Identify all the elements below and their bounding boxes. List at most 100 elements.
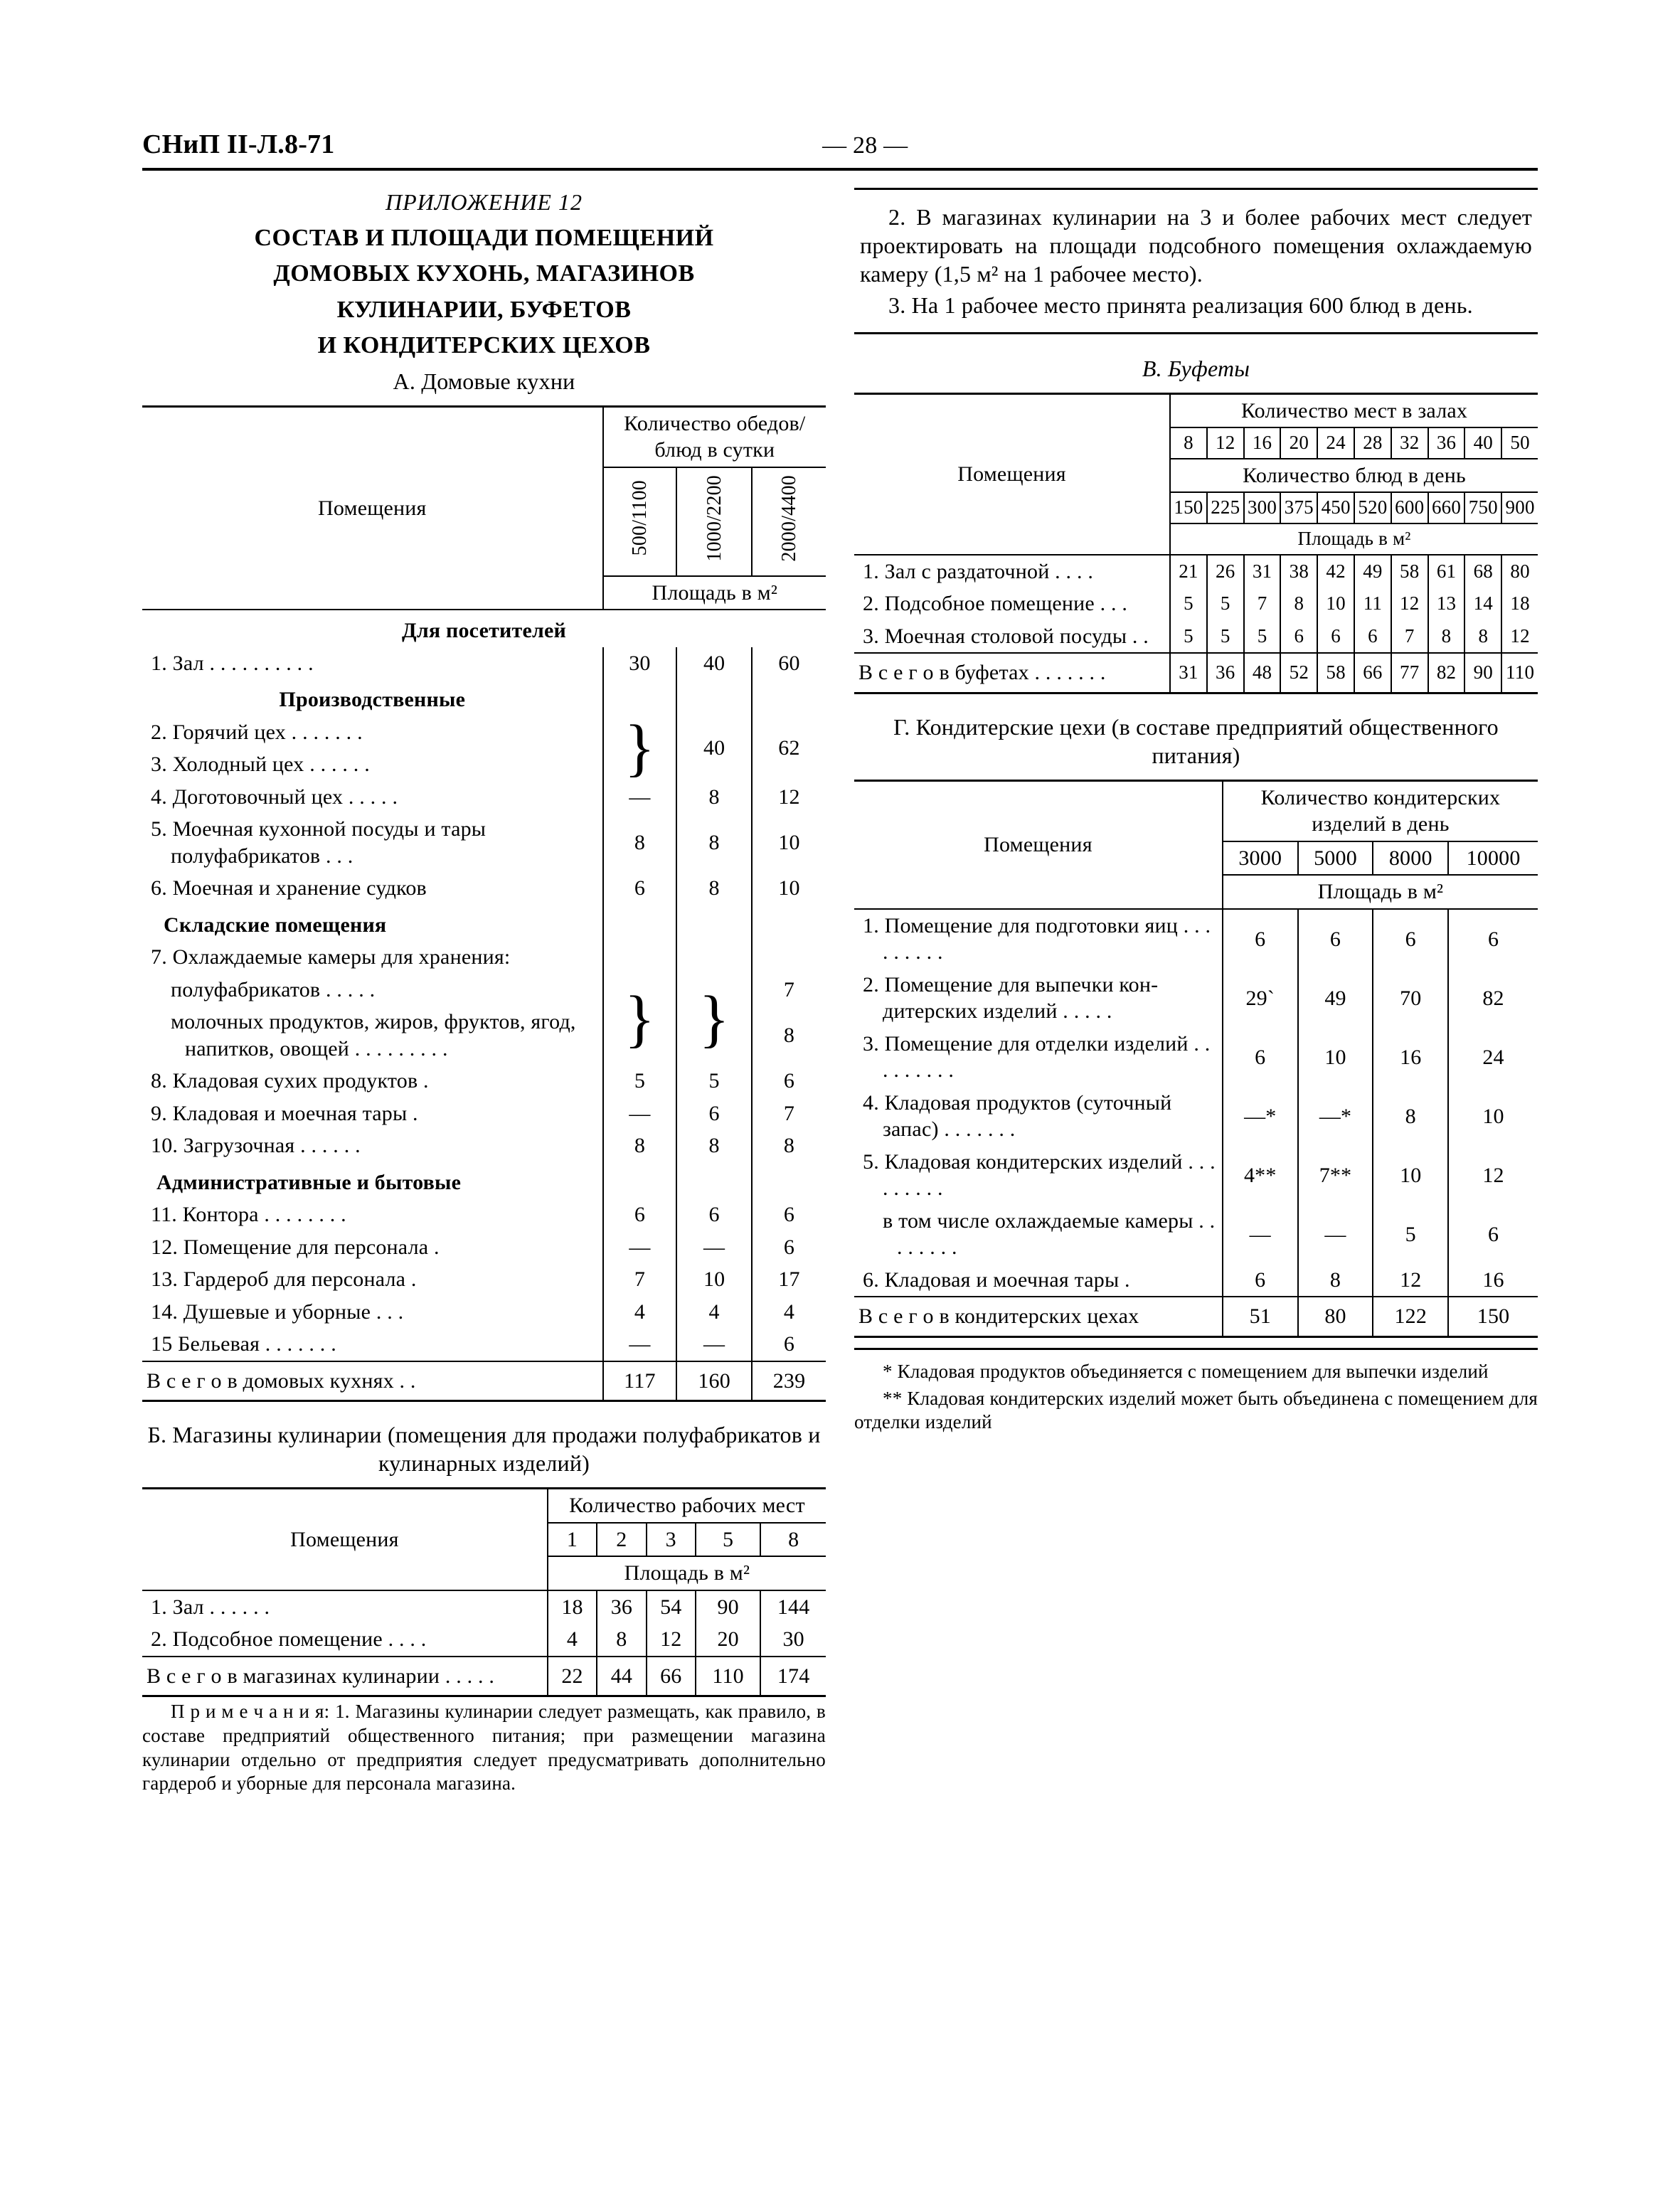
tableV-r3-v2: 5 xyxy=(1244,620,1281,654)
tableG-r3-name: 3. Помещение для отделки из­делий . . . … xyxy=(854,1028,1223,1087)
tableA-row7: 7. Охлаждаемые камеры для хранения: xyxy=(142,941,826,974)
tableV-r1-v8: 68 xyxy=(1464,555,1501,588)
tableG-r5b-v1: — xyxy=(1223,1205,1298,1264)
tableV-r2-v3: 8 xyxy=(1280,588,1317,620)
tableA-r11-v3: 6 xyxy=(752,1198,826,1231)
tableG-r5b-v3: 5 xyxy=(1373,1205,1448,1264)
tableB-r1-v5: 144 xyxy=(760,1590,826,1624)
tableG-r6-v4: 16 xyxy=(1448,1264,1538,1297)
section-g-title: Г. Кондитерские цехи (в составе предприя… xyxy=(854,713,1538,770)
tableV-total-v0: 31 xyxy=(1170,653,1207,693)
tableA-r7b-name: молочных продуктов, жиров, фруктов, ягод… xyxy=(142,1006,603,1065)
tableA-r7b-v3: 8 xyxy=(752,1006,826,1065)
tableV-seat-2: 16 xyxy=(1244,427,1281,459)
tableA-r6-v2: 8 xyxy=(676,872,752,905)
tableV-total-v5: 66 xyxy=(1354,653,1391,693)
page-number: — 28 — xyxy=(334,131,1395,161)
tableV-r2-v0: 5 xyxy=(1170,588,1207,620)
tableA-r9-name: 9. Кладовая и моечная тары . xyxy=(142,1097,603,1130)
tableB-header-group: Количество рабочих мест xyxy=(548,1489,826,1523)
tableA-row6: 6. Моечная и хранение судков 6 8 10 xyxy=(142,872,826,905)
tableG-r5b-v4: 6 xyxy=(1448,1205,1538,1264)
tableB-r2-v4: 20 xyxy=(696,1623,760,1657)
tableV-dish-4: 450 xyxy=(1317,492,1354,523)
tableG-row1: 1. Помещение для подготовки яиц . . . . … xyxy=(854,909,1538,969)
tableV-dish-1: 225 xyxy=(1207,492,1244,523)
notes-top-box: 2. В магазинах кулинарии на 3 и более ра… xyxy=(854,188,1538,334)
tableA-r7a-v3: 7 xyxy=(752,974,826,1006)
tableA-header-group: Количество обедов/блюд в сутки xyxy=(603,406,826,467)
tableA-r15-v1: — xyxy=(603,1328,677,1361)
tableV-r1-name: 1. Зал с разда­точной . . . . xyxy=(854,555,1170,588)
tableA-r8-v2: 5 xyxy=(676,1065,752,1097)
tableA-area-label: Площадь в м² xyxy=(603,576,826,610)
tableV-r1-v6: 58 xyxy=(1391,555,1428,588)
tableB-col-rooms: Помещения xyxy=(142,1489,548,1590)
tableA-col-rooms: Помещения xyxy=(142,406,603,610)
tableG-r5-v2: 7** xyxy=(1298,1146,1373,1205)
tableA-total-name: В с е г о в домовых кухнях . . xyxy=(142,1361,603,1401)
tableG-r6-v3: 12 xyxy=(1373,1264,1448,1297)
tableA-row14: 14. Душевые и уборные . . . 4 4 4 xyxy=(142,1296,826,1329)
tableG-row4: 4. Кладовая продуктов (суточ­ный запас) … xyxy=(854,1087,1538,1146)
tableV-total-name: В с е г о в буфе­тах . . . . . . . xyxy=(854,653,1170,693)
tableV-seat-0: 8 xyxy=(1170,427,1207,459)
tableG-col-rooms: Помещения xyxy=(854,780,1223,909)
appendix-label: ПРИЛОЖЕНИЕ 12 xyxy=(142,188,826,216)
tableV-r3-v3: 6 xyxy=(1280,620,1317,654)
tableV-r3-v0: 5 xyxy=(1170,620,1207,654)
tableB-total-v1: 22 xyxy=(548,1657,597,1696)
tableG-r1-v2: 6 xyxy=(1298,909,1373,969)
tableG-r5-v1: 4** xyxy=(1223,1146,1298,1205)
note3: 3. На 1 рабочее место принята реализация… xyxy=(860,291,1532,319)
tableA-r12-v1: — xyxy=(603,1231,677,1264)
tableA-r8-v1: 5 xyxy=(603,1065,677,1097)
tableV-r3-v6: 7 xyxy=(1391,620,1428,654)
tableV-r2-v4: 10 xyxy=(1317,588,1354,620)
tableV-r2-v7: 13 xyxy=(1428,588,1465,620)
section-a-title: А. Домовые кухни xyxy=(142,367,826,395)
tableA-r15-name: 15 Бельевая . . . . . . . xyxy=(142,1328,603,1361)
tableA-sec-admin: Административные и бытовые xyxy=(142,1162,603,1199)
tableB-total-v3: 66 xyxy=(647,1657,696,1696)
tableV-r3-v9: 12 xyxy=(1501,620,1538,654)
main-title-line3: КУЛИНАРИИ, БУФЕТОВ xyxy=(142,295,826,326)
table-a: Помещения Количество обедов/блюд в сутки… xyxy=(142,405,826,1403)
tableA-row15: 15 Бельевая . . . . . . . — — 6 xyxy=(142,1328,826,1361)
section-v-title: В. Буфеты xyxy=(854,354,1538,383)
tableA-r5-v3: 10 xyxy=(752,813,826,872)
tableG-row5b: в том числе охлаждаемые камеры . . . . .… xyxy=(854,1205,1538,1264)
tableG-r5b-name: в том числе охлаждаемые камеры . . . . .… xyxy=(854,1205,1223,1264)
tableB-total-v4: 110 xyxy=(696,1657,760,1696)
tableV-area-label: Площадь в м² xyxy=(1170,523,1538,555)
tableB-total-v2: 44 xyxy=(597,1657,646,1696)
tableA-row13: 13. Гардероб для персонала . 7 10 17 xyxy=(142,1263,826,1296)
tableG-r6-name: 6. Кладовая и моечная тары . xyxy=(854,1264,1223,1297)
tableG-r1-v3: 6 xyxy=(1373,909,1448,969)
table-v: Помещения Количество мест в залах 8 12 1… xyxy=(854,393,1538,694)
doc-code: СНиП II-Л.8-71 xyxy=(142,128,334,162)
tableG-total-v1: 51 xyxy=(1223,1297,1298,1336)
tableV-header-seats: Количество мест в залах xyxy=(1170,393,1538,427)
tableV-header-dishes: Количество блюд в день xyxy=(1170,459,1538,493)
tableB-total-name: В с е г о в магазинах кулинарии . . . . … xyxy=(142,1657,548,1696)
tableV-seat-9: 50 xyxy=(1501,427,1538,459)
tableA-r15-v2: — xyxy=(676,1328,752,1361)
tableG-r4-v3: 8 xyxy=(1373,1087,1448,1146)
tableV-total: В с е г о в буфе­тах . . . . . . . 31 36… xyxy=(854,653,1538,693)
tableV-dish-9: 900 xyxy=(1501,492,1538,523)
table-b: Помещения Количество рабочих мест 1 2 3 … xyxy=(142,1487,826,1697)
tableA-r10-v3: 8 xyxy=(752,1129,826,1162)
tableB-r2-v1: 4 xyxy=(548,1623,597,1657)
tableV-dish-6: 600 xyxy=(1391,492,1428,523)
tableG-header-group: Количество конди­терских изделий в день xyxy=(1223,780,1538,841)
tableV-r2-v6: 12 xyxy=(1391,588,1428,620)
tableV-dish-7: 660 xyxy=(1428,492,1465,523)
tableA-r2-name: 2. Горячий цех . . . . . . . xyxy=(142,716,603,749)
tableB-r1-name: 1. Зал . . . . . . xyxy=(142,1590,548,1624)
tableA-r11-name: 11. Контора . . . . . . . . xyxy=(142,1198,603,1231)
tableV-r2-name: 2. Подсобное помещение . . . xyxy=(854,588,1170,620)
tableV-r1-v1: 26 xyxy=(1207,555,1244,588)
tableA-row1: 1. Зал . . . . . . . . . . 30 40 60 xyxy=(142,647,826,680)
main-title-line2: ДОМОВЫХ КУХОНЬ, МАГАЗИНОВ xyxy=(142,259,826,289)
